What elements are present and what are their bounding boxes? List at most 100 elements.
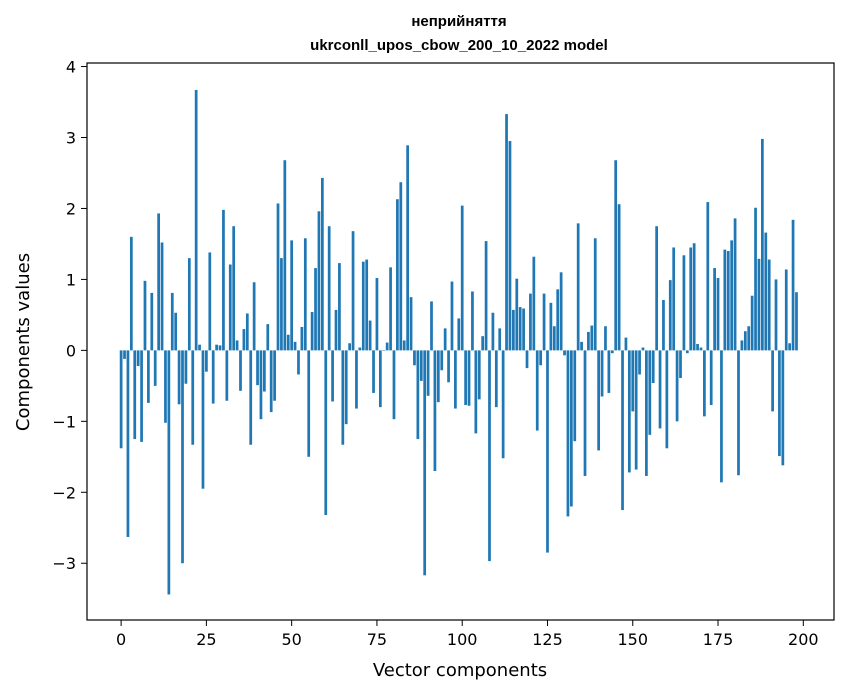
bar-133 <box>573 350 577 442</box>
bar-53 <box>300 326 304 351</box>
bar-76 <box>378 350 382 408</box>
bar-110 <box>494 350 498 408</box>
bar-62 <box>331 350 334 402</box>
bar-44 <box>269 350 273 413</box>
bar-141 <box>600 350 604 397</box>
x-tick-label: 125 <box>532 630 563 649</box>
bar-188 <box>761 138 764 351</box>
bar-38 <box>249 350 253 445</box>
bar-33 <box>232 226 236 351</box>
bar-83 <box>402 340 406 351</box>
bar-25 <box>205 350 208 372</box>
bar-159 <box>662 299 665 351</box>
bar-41 <box>259 350 263 420</box>
bar-121 <box>532 256 536 351</box>
bar-81 <box>396 199 399 351</box>
bar-21 <box>191 350 195 445</box>
bar-91 <box>430 301 433 351</box>
bar-96 <box>447 350 450 383</box>
bar-130 <box>563 350 566 356</box>
y-tick-label: 3 <box>66 129 76 148</box>
bar-35 <box>239 350 242 391</box>
bar-115 <box>512 309 515 351</box>
bar-18 <box>181 350 184 564</box>
bar-192 <box>774 279 778 351</box>
bar-114 <box>508 141 512 351</box>
bar-183 <box>743 331 747 351</box>
bar-90 <box>426 350 430 396</box>
bar-154 <box>645 350 648 476</box>
bar-56 <box>310 312 314 351</box>
bars-group <box>119 89 798 595</box>
bar-112 <box>501 350 505 459</box>
bar-5 <box>136 350 140 366</box>
bar-144 <box>610 350 614 354</box>
bar-54 <box>303 238 307 351</box>
bar-175 <box>716 277 720 351</box>
bar-146 <box>617 204 621 351</box>
x-tick-label: 75 <box>367 630 387 649</box>
bar-173 <box>709 350 713 406</box>
bar-195 <box>784 269 788 351</box>
bar-191 <box>771 350 774 412</box>
bar-169 <box>696 343 699 351</box>
bar-108 <box>488 350 491 562</box>
bar-86 <box>413 350 416 366</box>
bar-181 <box>737 350 740 476</box>
bar-69 <box>355 350 358 409</box>
bar-88 <box>419 350 423 381</box>
bar-79 <box>389 267 392 351</box>
bar-20 <box>187 258 191 351</box>
bar-72 <box>365 259 369 351</box>
bar-128 <box>556 289 560 351</box>
bar-92 <box>433 350 437 471</box>
bar-51 <box>293 341 297 351</box>
bar-94 <box>440 350 444 371</box>
bar-103 <box>471 291 474 351</box>
x-tick-label: 50 <box>281 630 301 649</box>
bar-132 <box>569 350 573 507</box>
bar-111 <box>498 328 502 351</box>
bar-57 <box>314 268 317 351</box>
bar-116 <box>515 278 519 351</box>
bar-190 <box>767 259 771 351</box>
bar-124 <box>542 293 546 351</box>
bar-39 <box>252 282 256 351</box>
bar-22 <box>194 89 198 351</box>
bar-149 <box>627 350 631 473</box>
bar-138 <box>590 325 594 351</box>
bar-196 <box>788 343 792 351</box>
bar-32 <box>228 264 232 351</box>
bar-177 <box>723 249 727 351</box>
bar-102 <box>467 350 471 406</box>
bar-8 <box>147 350 150 403</box>
x-tick-label: 150 <box>617 630 648 649</box>
bar-148 <box>624 337 628 351</box>
bar-100 <box>460 205 464 351</box>
bar-47 <box>280 258 283 351</box>
bar-185 <box>750 295 754 351</box>
bar-156 <box>651 350 655 384</box>
bar-197 <box>791 219 795 351</box>
bar-122 <box>535 350 539 431</box>
bar-50 <box>290 240 294 351</box>
bar-64 <box>338 263 341 351</box>
bar-151 <box>634 350 638 470</box>
bar-157 <box>655 226 658 351</box>
bar-105 <box>477 350 481 400</box>
x-axis-ticks: 0 25 50 75 100 125 150 175 200 <box>116 620 819 649</box>
bar-13 <box>164 350 167 423</box>
bar-16 <box>174 312 178 351</box>
bar-61 <box>327 226 331 351</box>
bar-135 <box>580 341 583 351</box>
y-tick-label: 2 <box>66 199 76 218</box>
bar-29 <box>218 345 222 351</box>
y-tick-label: 0 <box>66 341 76 360</box>
bar-189 <box>764 232 768 351</box>
bar-84 <box>406 145 409 351</box>
bar-178 <box>726 251 730 351</box>
bar-26 <box>208 252 212 351</box>
bar-9 <box>150 292 154 351</box>
bar-66 <box>344 350 348 425</box>
